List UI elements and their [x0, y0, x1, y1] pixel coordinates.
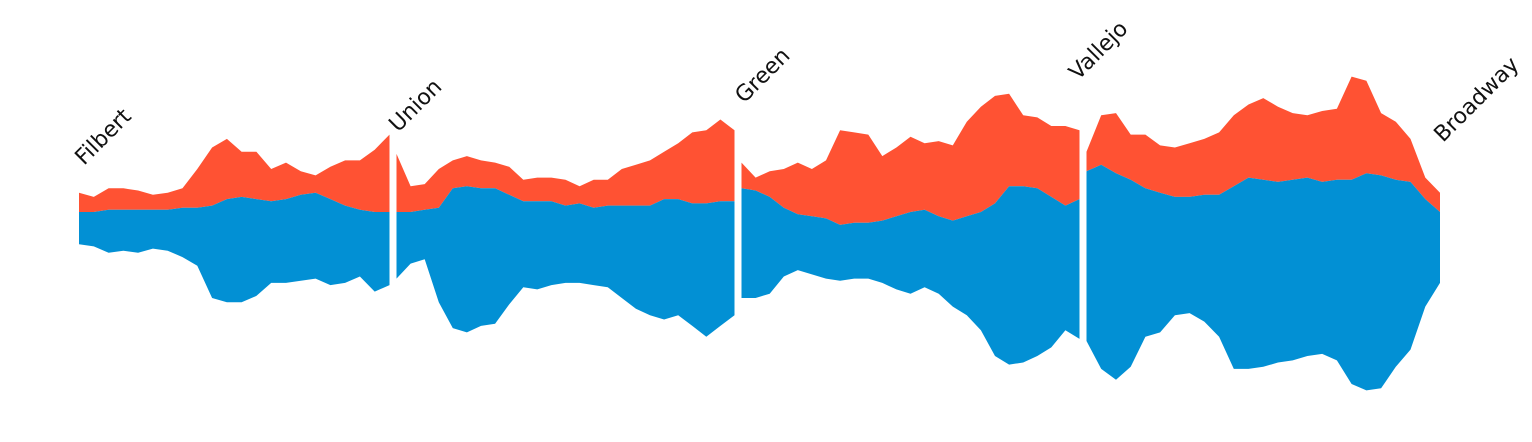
lower-area-green — [741, 186, 1080, 365]
street-label-green: Green — [731, 43, 796, 108]
street-label-vallejo: Vallejo — [1065, 17, 1134, 86]
upper-area-filbert — [79, 134, 390, 212]
lower-area-filbert — [79, 192, 390, 303]
upper-area-green — [741, 93, 1080, 225]
upper-area-union — [396, 119, 735, 212]
street-label-filbert: Filbert — [71, 104, 137, 170]
lower-area-vallejo — [1086, 164, 1440, 391]
segment-dividers — [390, 108, 1086, 332]
stream-areas — [79, 76, 1440, 391]
street-label-union: Union — [385, 75, 448, 138]
upper-area-vallejo — [1086, 76, 1440, 212]
street-label-broadway: Broadway — [1430, 52, 1525, 147]
lower-area-union — [396, 186, 735, 337]
